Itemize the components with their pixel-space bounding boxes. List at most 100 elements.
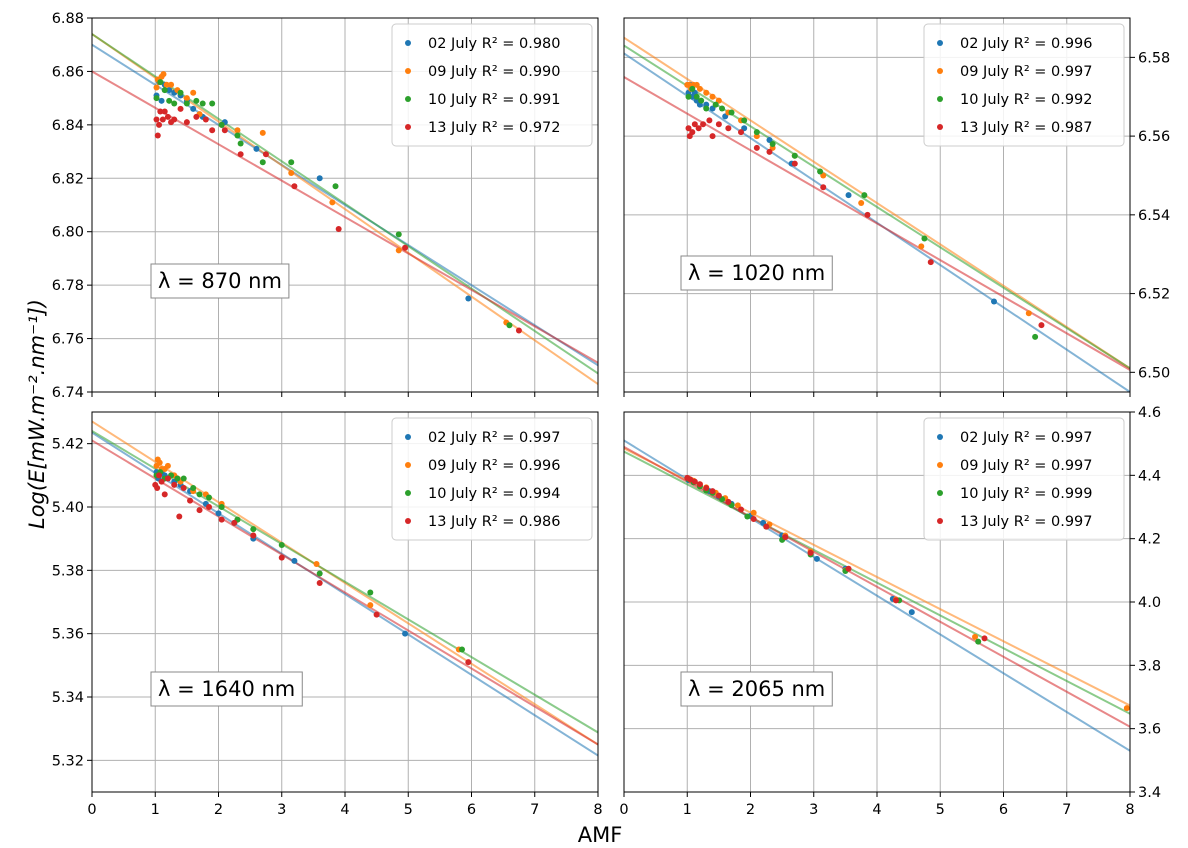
data-point-02-july <box>253 145 260 152</box>
data-point-10-july <box>199 100 206 107</box>
data-point-13-july <box>237 151 244 158</box>
y-tick-label: 3.4 <box>1138 785 1161 801</box>
data-point-09-july <box>395 247 402 254</box>
data-point-10-july <box>157 79 164 86</box>
data-point-10-july <box>209 100 216 107</box>
data-point-09-july <box>190 89 197 96</box>
data-point-10-july <box>689 85 696 92</box>
data-point-10-july <box>791 152 798 159</box>
annotation-box <box>150 671 303 707</box>
legend-entry: 10 July R² = 0.992 <box>960 92 1093 108</box>
data-point-09-july <box>329 199 336 206</box>
legend: 02 July R² = 0.997 09 July R² = 0.996 10 J… <box>391 417 593 541</box>
data-point-13-july <box>250 532 257 539</box>
legend-entry: 02 July R² = 0.980 <box>428 36 561 52</box>
y-tick-label: 4.4 <box>1138 468 1161 484</box>
legend-entry: 02 July R² = 0.997 <box>960 430 1093 446</box>
data-point-13-july <box>196 507 203 514</box>
legend-box <box>923 417 1125 541</box>
y-tick-label: 4.0 <box>1138 595 1161 611</box>
x-tick-label: 8 <box>593 802 602 818</box>
data-point-02-july <box>166 87 173 94</box>
data-point-10-july <box>174 475 181 482</box>
data-point-13-july <box>164 475 171 482</box>
data-point-10-july <box>206 494 213 501</box>
legend-marker <box>405 518 411 524</box>
data-point-13-july <box>685 125 692 132</box>
wavelength-annotation: λ = 870 nm <box>158 269 282 293</box>
data-point-13-july <box>763 523 770 530</box>
data-point-10-july <box>218 504 225 510</box>
x-axis-label: AMF <box>578 823 623 847</box>
data-point-13-july <box>218 516 225 523</box>
legend-entry: 09 July R² = 0.997 <box>960 458 1093 474</box>
data-point-09-july <box>313 561 320 567</box>
data-point-10-july <box>180 475 187 482</box>
legend-entry: 09 July R² = 0.990 <box>428 64 561 80</box>
data-point-13-july <box>689 129 696 136</box>
data-point-13-july <box>221 127 228 134</box>
y-tick-label: 5.42 <box>52 437 84 453</box>
data-point-13-july <box>807 549 814 556</box>
data-point-10-july <box>218 121 225 128</box>
y-tick-label: 6.86 <box>52 64 84 80</box>
data-point-10-july <box>741 117 748 124</box>
data-point-10-july <box>395 231 402 238</box>
legend-marker <box>937 68 943 74</box>
legend-marker <box>405 490 411 496</box>
data-point-13-july <box>262 151 269 158</box>
wavelength-annotation: λ = 1640 nm <box>158 677 295 701</box>
y-tick-label: 5.36 <box>52 627 84 643</box>
data-point-02-july <box>845 192 852 199</box>
data-point-10-july <box>332 183 339 190</box>
data-point-13-july <box>706 117 713 124</box>
legend-marker <box>405 96 411 102</box>
y-tick-label: 5.38 <box>52 563 84 579</box>
data-point-10-july <box>278 542 285 548</box>
data-point-09-july <box>259 129 266 136</box>
data-point-13-july <box>209 127 216 134</box>
data-point-13-july <box>927 259 934 266</box>
legend-box <box>391 417 593 541</box>
data-point-13-july <box>291 183 298 190</box>
data-point-13-july <box>695 125 702 132</box>
data-point-13-july <box>845 565 852 572</box>
panel-2: 6.50 6.52 6.54 6.56 6.58 02 July R² = 0.996 09… <box>623 17 1170 397</box>
data-point-09-july <box>288 169 295 176</box>
x-tick-label: 3 <box>277 802 286 818</box>
data-point-13-july <box>177 105 184 112</box>
legend-entry: 13 July R² = 0.986 <box>428 514 561 530</box>
data-point-10-july <box>861 192 868 199</box>
legend-entry: 10 July R² = 0.994 <box>428 486 561 502</box>
data-point-13-july <box>766 148 773 155</box>
data-point-13-july <box>864 211 871 218</box>
y-tick-label: 6.54 <box>1138 208 1170 224</box>
legend-marker <box>405 40 411 46</box>
data-point-13-july <box>180 485 187 491</box>
data-point-09-july <box>972 633 979 640</box>
y-tick-label: 3.6 <box>1138 722 1161 738</box>
data-point-13-july <box>715 492 722 499</box>
data-point-09-july <box>156 459 163 466</box>
data-point-10-july <box>161 87 168 94</box>
panel-4: 3.4 3.6 3.8 4.0 4.2 4.4 4.6 0 1 2 3 4 5 6 7 8 02 July R²… <box>619 405 1161 818</box>
data-point-13-july <box>164 113 171 120</box>
data-point-09-july <box>367 602 374 609</box>
data-point-13-july <box>687 476 694 483</box>
legend-entry: 09 July R² = 0.997 <box>960 64 1093 80</box>
legend-marker <box>937 124 943 130</box>
legend-entry: 13 July R² = 0.972 <box>428 120 561 136</box>
x-tick-label: 7 <box>530 802 539 818</box>
x-tick-label: 5 <box>404 802 413 818</box>
legend-marker <box>937 462 943 468</box>
legend-marker <box>405 124 411 130</box>
data-point-10-july <box>1032 333 1039 340</box>
data-point-13-july <box>183 119 190 126</box>
x-tick-label: 1 <box>151 802 160 818</box>
legend-entry: 10 July R² = 0.991 <box>428 92 561 108</box>
y-tick-label: 6.52 <box>1138 287 1170 303</box>
legend-entry: 09 July R² = 0.996 <box>428 458 561 474</box>
legend-marker <box>937 518 943 524</box>
data-point-10-july <box>703 105 710 112</box>
legend-marker <box>405 462 411 468</box>
